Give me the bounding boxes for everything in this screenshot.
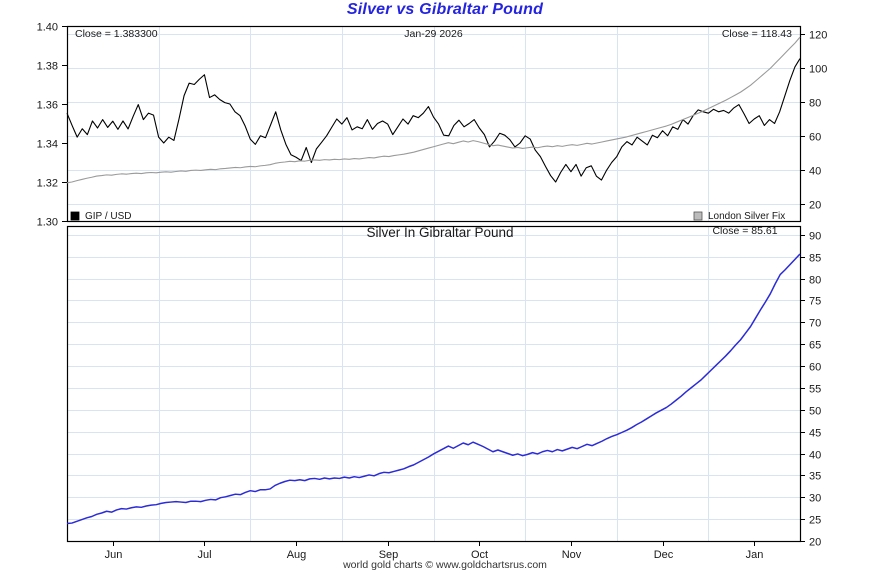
right-axis-tick-label: 70 (809, 318, 821, 330)
x-axis-label-oct: Oct (471, 549, 488, 561)
right-axis-tick-label: 55 (809, 384, 821, 396)
plot-frame (66, 225, 802, 543)
series-line-1 (66, 253, 801, 525)
right-axis-tick-label: 80 (809, 98, 821, 110)
left-axis-tick-label: 1.36 (37, 100, 58, 112)
right-axis-tick-label: 75 (809, 296, 821, 308)
footer-credit: world gold charts © www.goldchartsrus.co… (342, 559, 547, 571)
page-title: Silver vs Gibraltar Pound (346, 1, 544, 18)
top-date-annotation: Jan-29 2026 (404, 28, 463, 40)
x-axis-label-jan: Jan (746, 549, 764, 561)
left-axis-tick-label: 1.30 (37, 217, 58, 229)
right-axis-tick-label: 60 (809, 362, 821, 374)
right-axis-tick-label: 50 (809, 406, 821, 418)
x-axis-label-nov: Nov (562, 549, 582, 561)
x-axis-label-aug: Aug (287, 549, 307, 561)
right-axis-tick-label: 35 (809, 471, 821, 483)
right-axis-tick-label: 45 (809, 428, 821, 440)
bottom-panel: 20 25 30 35 40 45 50 55 60 65 70 75 80 85 90 Silver In … (66, 225, 821, 561)
right-axis-tick-label: 90 (809, 231, 821, 243)
x-axis-label-dec: Dec (654, 549, 674, 561)
right-axis-tick-label: 60 (809, 132, 821, 144)
right-axis-tick-label: 85 (809, 253, 821, 265)
right-axis-tick-label: 100 (809, 64, 827, 76)
x-axis-label-jul: Jul (197, 549, 211, 561)
top-right-close-annotation: Close = 118.43 (722, 28, 792, 40)
bottom-close-annotation: Close = 85.61 (712, 225, 777, 237)
right-axis-tick-label: 30 (809, 493, 821, 505)
right-axis-tick-label: 20 (809, 537, 821, 549)
left-axis-tick-label: 1.34 (37, 139, 58, 151)
footer-credit-group: world gold charts © www.goldchartsrus.co… (342, 559, 547, 571)
right-axis-tick-label: 65 (809, 340, 821, 352)
left-axis-tick-label: 1.38 (37, 61, 58, 73)
right-axis-tick-label: 40 (809, 450, 821, 462)
legend-label-gip-usd: GIP / USD (85, 211, 132, 222)
right-axis-tick-label: 80 (809, 275, 821, 287)
series-line-1 (66, 58, 801, 183)
x-axis-label-sep: Sep (379, 549, 399, 561)
legend-swatch-gip-usd (70, 211, 80, 221)
right-axis-tick-label: 20 (809, 200, 821, 212)
right-axis-tick-label: 40 (809, 166, 821, 178)
legend-label-london-silver-fix: London Silver Fix (708, 211, 785, 222)
left-axis-tick-label: 1.40 (37, 22, 58, 34)
top-left-close-annotation: Close = 1.383300 (75, 28, 158, 40)
legend-swatch-london-silver-fix (693, 211, 703, 221)
right-axis-tick-label: 25 (809, 515, 821, 527)
bottom-panel-title: Silver In Gibraltar Pound (366, 225, 513, 240)
left-axis-tick-label: 1.32 (37, 178, 58, 190)
plot-frame (66, 25, 802, 223)
top-panel: 20 40 60 80 100 120 1.30 1.32 1.34 1.36 1.38 1.40 Cl… (37, 22, 828, 229)
right-axis-tick-label: 120 (809, 30, 827, 42)
series-line-2 (66, 36, 801, 184)
x-axis-label-jun: Jun (105, 549, 123, 561)
